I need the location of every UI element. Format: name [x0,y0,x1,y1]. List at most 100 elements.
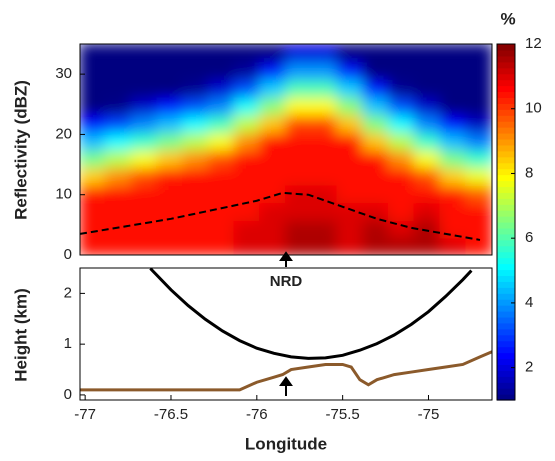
series-line [149,268,473,360]
heatmap-cell [233,183,262,204]
heatmap-cell [182,130,210,151]
y-axis-label: Height (km) [11,288,30,382]
heatmap-cell [310,183,339,204]
colorbar-step [497,133,515,140]
heatmap-cell [388,201,416,221]
colorbar-tick-label: 6 [525,229,533,246]
x-axis-label: Longitude [245,434,327,453]
heatmap-cell [104,236,133,255]
colorbar-step [497,388,515,395]
colorbar-step [497,216,515,223]
heatmap-cell [130,130,159,151]
colorbar-step [497,233,515,241]
x-tick-label: -76 [246,406,268,423]
heatmap-cell [362,166,390,186]
heatmap-cell [439,236,468,255]
heatmap-cell [130,44,159,63]
heatmap-cell [156,95,184,116]
heatmap-cell [439,130,468,151]
heatmap-cell [104,78,133,98]
colorbar-label: % [500,9,515,28]
colorbar-step [497,168,515,176]
heatmap-cell [207,130,236,151]
heatmap-cell [388,130,416,151]
colorbar-tick-label: 10 [525,100,542,117]
heatmap-cell [80,183,107,204]
heatmap-cell [104,183,133,204]
heatmap-cell [285,166,313,186]
heatmap-cell [182,60,210,81]
colorbar-step [497,293,515,300]
heatmap-cell [413,236,442,255]
heatmap-cell [310,113,339,133]
colorbar-step [497,322,515,330]
heatmap-cell [104,95,133,116]
heatmap-cell [285,60,313,81]
colorbar-step [497,263,515,271]
heatmap-cell [259,113,287,133]
series-line [80,191,481,241]
heatmap-cell [259,78,287,98]
heatmap-cell [285,236,313,255]
heatmap-cell [413,113,442,133]
heatmap-cell [182,183,210,204]
heatmap-cell [465,236,492,255]
heatmap-cell [465,148,492,169]
colorbar-step [497,49,515,57]
heatmap-cell [156,78,184,98]
heatmap-cell [80,95,107,116]
heatmap-cell [310,166,339,186]
heatmap-cell [259,218,287,239]
heatmap-cell [439,183,468,204]
colorbar-step [497,311,515,318]
y-tick-label: 20 [55,125,72,142]
heatmap-cell [336,130,365,151]
heatmap-cell [80,166,107,186]
heatmap-cell [259,44,287,63]
heatmap-cell [104,218,133,239]
heatmap-cell [362,60,390,81]
colorbar-step [497,55,515,63]
heatmap-cell [104,113,133,133]
heatmap-cell [285,201,313,221]
heatmap-cell [362,130,390,151]
heatmap-cell [413,44,442,63]
y-tick-label: 10 [55,186,72,203]
heatmap-cell [182,44,210,63]
heatmap-cell [233,78,262,98]
heatmap-cell [285,113,313,133]
heatmap-cell [336,95,365,116]
heatmap-cell [388,78,416,98]
heatmap-cell [80,60,107,81]
heatmap-cell [130,148,159,169]
heatmap-cell [439,201,468,221]
heatmap-cell [465,166,492,186]
heatmap-cell [233,166,262,186]
heatmap-cell [233,44,262,63]
heatmap-cell [104,166,133,186]
heatmap-cell [259,95,287,116]
x-tick-label: -76.5 [154,406,188,423]
heatmap-cell [336,113,365,133]
heatmap-cell [465,201,492,221]
colorbar-step [497,370,515,377]
heatmap-cell [362,148,390,169]
heatmap-cell [336,201,365,221]
colorbar-step [497,364,515,371]
heatmap-cell [233,148,262,169]
heatmap-cell [465,60,492,81]
heatmap-cell [465,78,492,98]
y-tick-label: 2 [64,284,72,301]
heatmap-cell [465,218,492,239]
y-tick-label: 30 [55,65,72,82]
heatmap-cell [413,218,442,239]
heatmap-cell [182,113,210,133]
heatmap-cell [156,44,184,63]
colorbar-step [497,144,515,152]
heatmap-cell [285,95,313,116]
heatmap-cell [233,113,262,133]
heatmap-cell [388,113,416,133]
colorbar-step [497,245,515,253]
heatmap-cell [336,166,365,186]
colorbar-step [497,115,515,122]
